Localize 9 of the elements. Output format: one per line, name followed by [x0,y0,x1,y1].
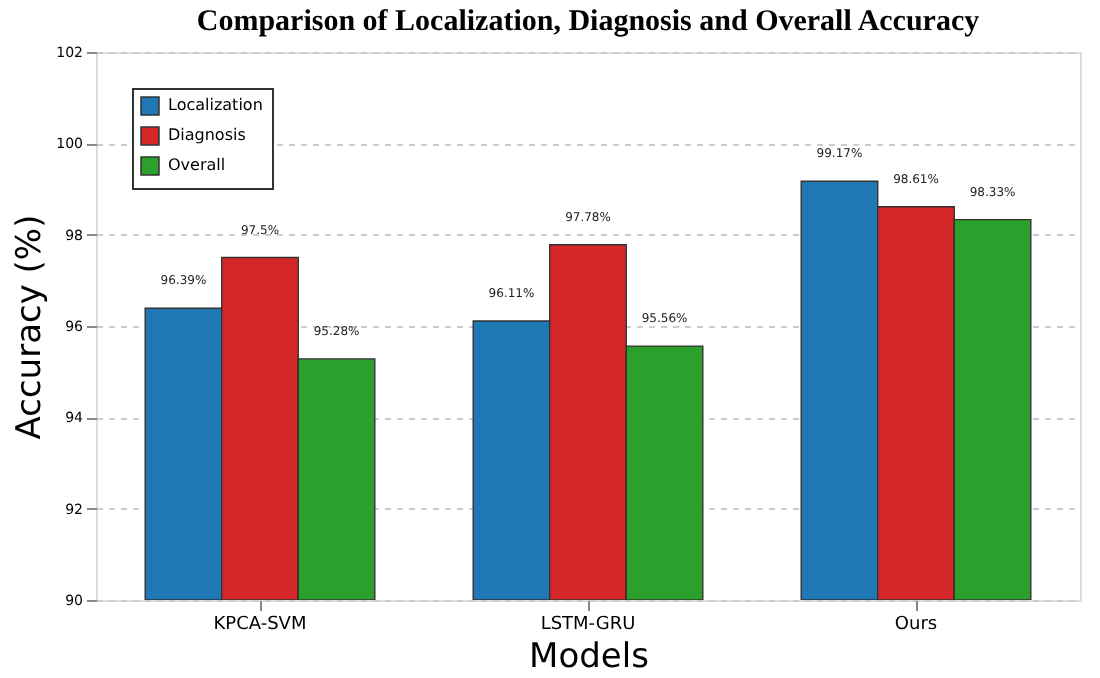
y-axis-title: Accuracy (%) [10,214,51,440]
legend-label: Localization [168,96,263,114]
legend-label: Diagnosis [168,126,246,144]
chart-title: Comparison of Localization, Diagnosis and Overall Accuracy [196,6,981,38]
x-tick-label: LSTM-GRU [540,615,636,635]
x-tick-label: KPCA-SVM [213,615,307,635]
x-axis-title: Models [529,637,650,677]
legend-label: Overall [168,156,226,174]
x-tick-label: Ours [894,615,938,635]
